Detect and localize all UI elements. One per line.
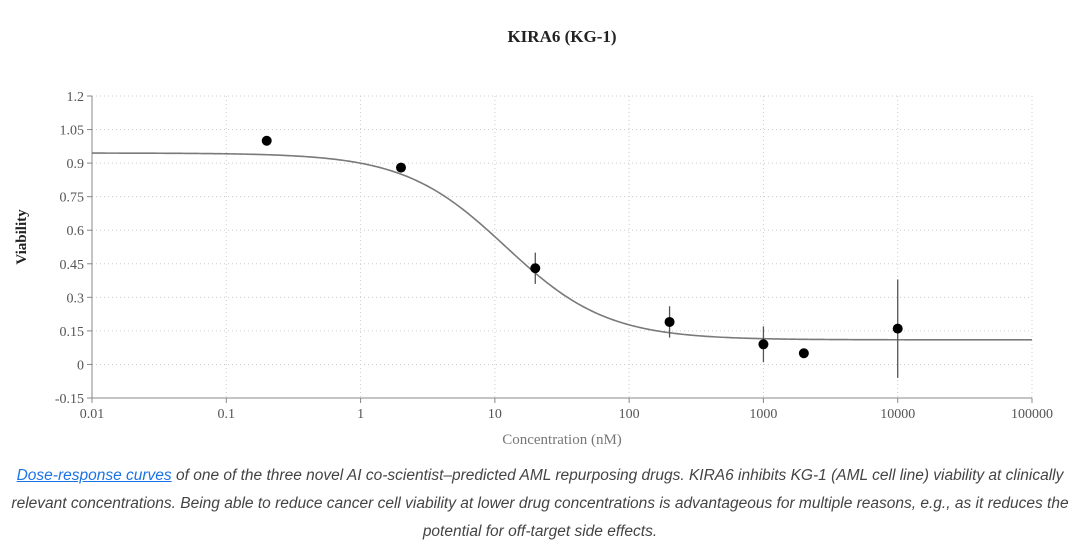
caption-text: of one of the three novel AI co-scientis… [11,467,1069,540]
y-tick-label: 0.9 [67,157,85,172]
data-point [892,323,903,334]
x-tick-label: 100000 [1011,407,1053,422]
y-tick-label: 0.45 [60,258,85,273]
x-tick-label: 0.1 [218,407,236,422]
x-tick-label: 1000 [749,407,777,422]
data-point [530,263,541,274]
axes [87,95,1033,403]
y-axis-label: Viability [14,209,30,265]
data-points [261,135,903,359]
y-tick-label: 0 [77,358,84,373]
fit-curve [92,152,1032,341]
y-tick-label: 0.15 [60,325,85,340]
data-point [758,339,769,350]
y-tick-label: 1.2 [67,90,85,105]
data-point [798,348,809,359]
data-point [261,135,272,146]
y-tick-label: 1.05 [60,124,85,139]
dose-response-chart: KIRA6 (KG-1) -0.15 0 0.15 0.3 0.45 0.6 0.75 0.9… [14,27,1053,448]
x-tick-label: 10 [488,407,502,422]
grid-lines [92,95,1033,398]
data-point [395,162,406,173]
error-bars [400,165,899,378]
y-tick-label: 0.75 [60,191,85,206]
y-tick-label: -0.15 [55,392,84,407]
caption-link[interactable]: Dose-response curves [16,467,172,484]
x-axis-label: Concentration (nM) [502,432,622,448]
x-tick-label: 0.01 [80,407,105,422]
x-tick-label: 10000 [880,407,915,422]
x-tick-label: 1 [357,407,364,422]
x-tick-label: 100 [619,407,640,422]
data-point [664,316,675,327]
chart-title: KIRA6 (KG-1) [507,27,616,46]
figure-caption: Dose-response curves of one of the three… [0,462,1080,546]
tick-labels: -0.15 0 0.15 0.3 0.45 0.6 0.75 0.9 1.05 1.2 0.01 0.… [55,90,1053,422]
y-tick-label: 0.6 [67,224,85,239]
y-tick-label: 0.3 [67,291,85,306]
